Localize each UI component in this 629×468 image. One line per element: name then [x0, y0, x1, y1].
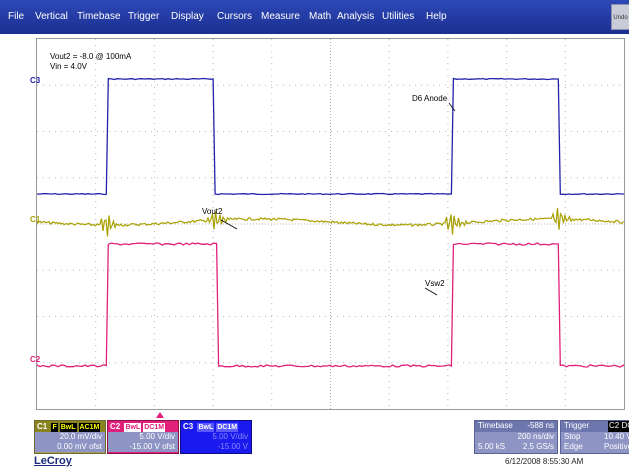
c2-ground-marker[interactable]: C2 — [30, 355, 41, 364]
menu-math[interactable]: Math — [309, 11, 332, 22]
menu-cursors[interactable]: Cursors — [217, 11, 253, 22]
c3-ground-marker[interactable]: C3 — [30, 76, 41, 85]
trigger-descriptor[interactable]: Trigger C2 DC Stop 10.40 V Edge Positive — [560, 420, 629, 454]
waveform-plot — [37, 39, 624, 409]
timebase-samples: 5.00 kS — [478, 442, 506, 451]
trigger-type: Edge — [564, 442, 583, 451]
menu-utilities[interactable]: Utilities — [382, 11, 415, 22]
d6-anode-trace — [37, 77, 624, 196]
vout2-trace — [37, 207, 624, 237]
c2-name: C2 — [110, 422, 121, 431]
timestamp: 6/12/2008 8:55:30 AM — [505, 457, 584, 466]
timebase-label: Timebase — [478, 421, 513, 430]
menu-trigger[interactable]: Trigger — [128, 11, 160, 22]
menu-help[interactable]: Help — [426, 11, 447, 22]
c1-offset: 0.00 mV ofst — [35, 442, 105, 452]
c3-vdiv: 5.00 V/div — [181, 432, 251, 442]
waveform-grid[interactable] — [36, 38, 625, 410]
c1-tag-coupling: AC1M — [78, 423, 101, 432]
c3-offset: -15.00 V — [181, 442, 251, 452]
trigger-source: C2 DC — [608, 421, 629, 432]
d6-anode-label: D6 Anode — [412, 94, 448, 103]
d6-anode-leader — [448, 102, 456, 112]
c2-tag-coupling: DC1M — [143, 423, 166, 432]
c2-tag-bwl: BwL — [124, 423, 142, 432]
c3-descriptor[interactable]: C3 BwL DC1M 5.00 V/div -15.00 V — [180, 420, 252, 454]
trigger-slope: Positive — [604, 442, 629, 451]
trigger-level: 10.40 V — [604, 431, 629, 441]
c1-name: C1 — [37, 422, 48, 431]
timebase-tdiv: 200 ns/div — [517, 431, 554, 441]
trigger-position-marker[interactable] — [156, 412, 164, 418]
menu-display[interactable]: Display — [171, 11, 204, 22]
c3-name: C3 — [183, 422, 194, 431]
timebase-rate: 2.5 GS/s — [522, 442, 554, 451]
c1-descriptor[interactable]: C1 F BwL AC1M 20.0 mV/div 0.00 mV ofst — [34, 420, 106, 454]
c1-ground-marker[interactable]: C1 — [30, 215, 41, 224]
c3-tag-bwl: BwL — [197, 423, 215, 432]
vsw2-leader — [424, 287, 438, 296]
vsw2-trace — [37, 242, 624, 368]
c3-tag-coupling: DC1M — [216, 423, 239, 432]
menu-vertical[interactable]: Vertical — [35, 11, 68, 22]
menu-bar: File Vertical Timebase Trigger Display C… — [0, 0, 629, 34]
menu-analysis[interactable]: Analysis — [337, 11, 375, 22]
c2-offset: -15.00 V ofst — [108, 442, 178, 452]
menu-timebase[interactable]: Timebase — [77, 11, 121, 22]
annotation-line-1: Vout2 = -8.0 @ 100mA — [50, 52, 132, 61]
c1-vdiv: 20.0 mV/div — [35, 432, 105, 442]
trigger-label: Trigger — [564, 421, 590, 430]
c1-tag-bwl: BwL — [59, 423, 77, 432]
timebase-delay: -588 ns — [527, 421, 554, 430]
vsw2-label: Vsw2 — [425, 279, 445, 288]
menu-measure[interactable]: Measure — [261, 11, 300, 22]
c2-vdiv: 5.00 V/div — [108, 432, 178, 442]
c2-descriptor[interactable]: C2 BwL DC1M 5.00 V/div -15.00 V ofst — [107, 420, 179, 454]
annotation-line-2: Vin = 4.0V — [50, 62, 87, 71]
timebase-descriptor[interactable]: Timebase -588 ns 200 ns/div 5.00 kS 2.5 … — [474, 420, 558, 454]
lecroy-logo: LeCroy — [34, 455, 72, 467]
trigger-mode: Stop — [564, 431, 581, 441]
undo-button[interactable]: Undo — [611, 4, 629, 30]
c1-tag-filter: F — [51, 423, 58, 432]
vout2-label: Vout2 — [202, 207, 223, 216]
menu-file[interactable]: File — [8, 11, 25, 22]
vout2-leader — [220, 219, 238, 230]
